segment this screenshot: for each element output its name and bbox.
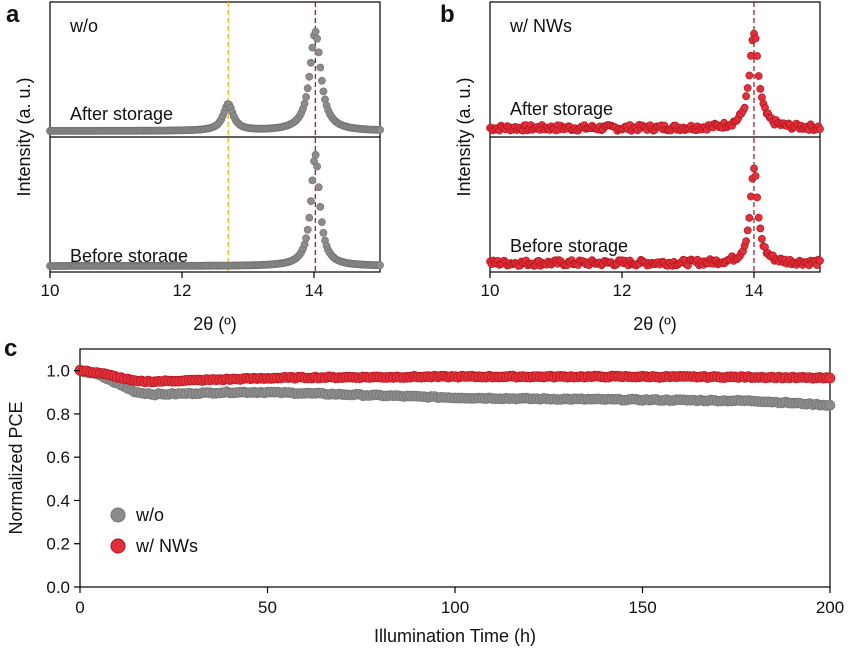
panel-b-y-axis-title: Intensity (a. u.) [454, 77, 474, 196]
legend-marker-w-o [110, 507, 126, 523]
panel-b-trace-1-point [745, 213, 754, 222]
panel-a-trace-1-point [308, 176, 317, 185]
panel-b-x-tick-label-2: 14 [745, 281, 764, 300]
panel-b-x-ticks: 10 12 14 [481, 272, 764, 300]
panel-b-x-tick-label-1: 12 [613, 281, 632, 300]
panel-b-trace-label-1: Before storage [510, 236, 628, 256]
panel-letter-a: a [6, 1, 20, 28]
panel-b-trace-0-point [745, 71, 754, 80]
panel-b-trace-1-point [816, 256, 824, 265]
panel-c-x-tick-label-4: 200 [816, 598, 844, 617]
panel-a-trace-0-point [308, 43, 317, 52]
panel-b-trace-0-point [816, 125, 824, 133]
legend: w/o w/ NWs [110, 505, 198, 556]
panel-b-trace-0-point [742, 92, 750, 101]
panel-c-x-tick-label-3: 150 [628, 598, 656, 617]
panel-a-trace-0-point [319, 87, 328, 96]
panel-c-series-1-point [824, 372, 836, 384]
panel-c-y-tick-label-1: 0.2 [46, 535, 70, 554]
panel-a-trace-1-point [314, 183, 323, 192]
panel-b-trace-label-0: After storage [510, 99, 613, 119]
panel-a-trace-0-point [305, 72, 314, 81]
panel-c-marks [74, 364, 836, 411]
panel-a-x-ticks: 10 12 14 [41, 272, 324, 300]
panel-b-inset-label: w/ NWs [509, 16, 572, 36]
panel-b: b w/ NWs After storage Before storage 10… [440, 1, 824, 334]
panel-a-trace-1-point [302, 234, 310, 243]
panel-c-y-axis-title: Normalized PCE [6, 401, 26, 534]
panel-b-trace-0-point [754, 72, 763, 80]
panel-b-trace-1-point [750, 164, 758, 173]
panel-a-trace-0-point [376, 125, 384, 134]
panel-b-x-tick-label-0: 10 [481, 281, 500, 300]
panel-a-trace-0-point [317, 76, 326, 85]
panel-a-trace-0-point [300, 99, 309, 108]
panel-a: a w/o After storage Before storage 10 12 1… [6, 1, 384, 334]
panel-a-y-axis-title: Intensity (a. u.) [14, 77, 34, 196]
panel-a-trace-1-point [303, 225, 312, 234]
panel-letter-b: b [440, 1, 455, 28]
panel-letter-c: c [4, 335, 17, 362]
panel-a-trace-1-point [311, 150, 320, 159]
panel-c-y-tick-label-2: 0.4 [46, 491, 70, 510]
panel-a-marks [46, 2, 384, 272]
panel-b-trace-1-point [753, 193, 761, 202]
panel-b-trace-1-point [754, 213, 763, 222]
panel-c-series-0-point [824, 399, 836, 411]
panel-c-y-ticks: 0.0 0.2 0.4 0.6 0.8 1.0 [46, 362, 80, 597]
panel-a-inset-label: w/o [69, 16, 98, 36]
panel-a-x-axis-title: 2θ (º) [193, 314, 237, 334]
panel-b-trace-0-point [751, 34, 760, 43]
panel-a-trace-0-point [303, 84, 312, 93]
panel-c-x-tick-label-0: 0 [75, 598, 84, 617]
panel-c-x-tick-label-2: 100 [441, 598, 469, 617]
panel-b-trace-1-point [743, 226, 752, 235]
panel-a-trace-label-0: After storage [70, 104, 173, 124]
panel-a-trace-1-point [306, 197, 315, 205]
panel-a-trace-1-point [376, 261, 384, 270]
panel-a-trace-0-point [302, 93, 310, 101]
panel-b-trace-1-point [742, 237, 750, 245]
panel-a-trace-0-point [306, 58, 315, 67]
panel-a-trace-label-1: Before storage [70, 246, 188, 266]
legend-marker-w-nws [110, 538, 126, 554]
panel-a-trace-0-point [311, 27, 320, 36]
panel-b-trace-0-point [758, 93, 766, 102]
panel-b-trace-0-point [756, 85, 765, 93]
panel-b-trace-0-point [753, 52, 761, 60]
panel-c-x-ticks: 0 50 100 150 200 [75, 587, 844, 617]
legend-label-w-o: w/o [135, 505, 164, 525]
panel-a-trace-1-point [316, 202, 325, 211]
panel-b-trace-0-point [740, 103, 749, 112]
panel-c-x-axis-title: Illumination Time (h) [374, 626, 536, 646]
panel-a-trace-1-point [305, 213, 314, 222]
panel-c-y-tick-label-3: 0.6 [46, 448, 70, 467]
panel-b-trace-1-point [751, 172, 760, 180]
panel-a-trace-0-point [316, 63, 325, 72]
panel-c-y-tick-label-0: 0.0 [46, 578, 70, 597]
panel-a-x-tick-label-2: 14 [305, 281, 324, 300]
panel-c-y-tick-label-4: 0.8 [46, 405, 70, 424]
legend-label-w-nws: w/ NWs [135, 536, 198, 556]
panel-a-trace-1-point [319, 228, 328, 237]
panel-c: c 0 50 100 150 200 0.0 0.2 0.4 0.6 0.8 1.0 Illumi… [4, 335, 844, 646]
panel-a-x-tick-label-1: 12 [173, 281, 192, 300]
panel-c-y-tick-label-5: 1.0 [46, 362, 70, 381]
panel-b-trace-1-point [758, 234, 766, 243]
panel-a-trace-0-point [313, 34, 321, 43]
panel-a-trace-1-point [317, 218, 326, 226]
panel-a-x-tick-label-0: 10 [41, 281, 60, 300]
panel-b-trace-1-point [756, 224, 765, 233]
panel-b-x-axis-title: 2θ (º) [633, 314, 677, 334]
panel-b-marks [486, 2, 824, 272]
panel-a-trace-0-point [314, 48, 323, 57]
panel-b-trace-0-point [743, 84, 752, 92]
panel-c-x-tick-label-1: 50 [258, 598, 277, 617]
panel-a-trace-1-point [313, 162, 321, 171]
